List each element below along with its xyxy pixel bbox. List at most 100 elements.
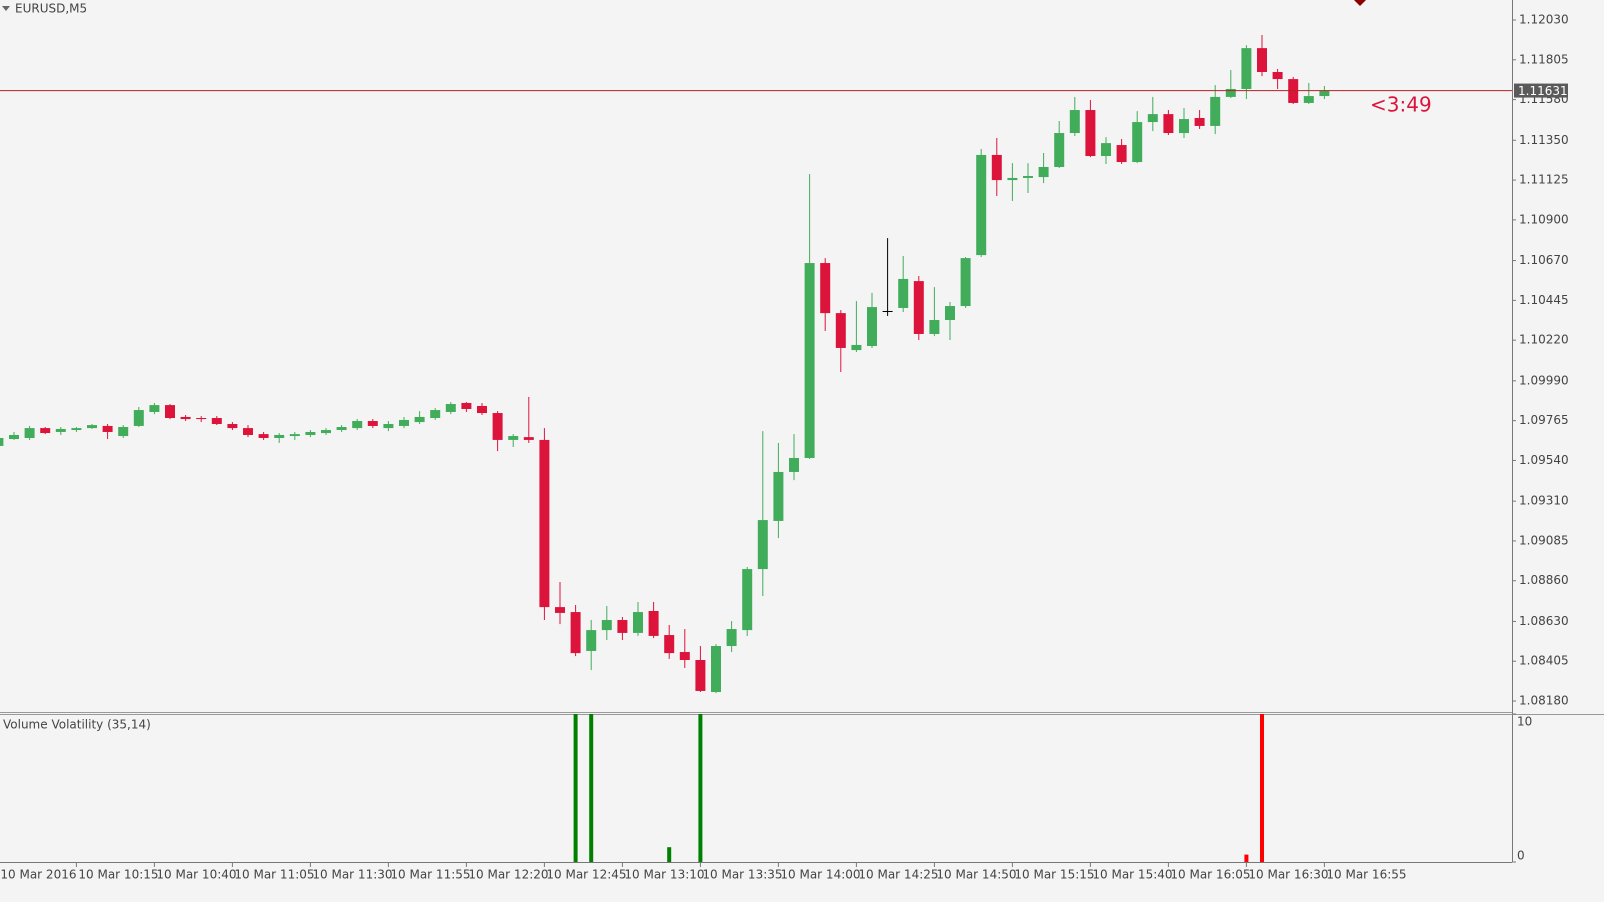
y-tick-label: 1.09085	[1519, 533, 1569, 547]
candle-body	[991, 154, 1002, 181]
candle-body	[87, 425, 97, 429]
candle-body	[1241, 48, 1252, 89]
candle-body	[445, 404, 456, 412]
x-tick-label: 10 Mar 12:20	[468, 868, 548, 882]
candle-body	[258, 434, 269, 438]
candle-body	[586, 630, 597, 651]
candle-body	[898, 278, 909, 308]
x-tick-label: 10 Mar 16:55	[1326, 868, 1406, 882]
candle-body	[1179, 119, 1189, 134]
candle-body	[1147, 114, 1158, 123]
candle-body	[1085, 110, 1096, 157]
volatility-bar	[1244, 854, 1249, 862]
candle-body	[492, 413, 503, 440]
candle-body	[960, 258, 971, 307]
candle-body	[367, 421, 378, 426]
candle-body	[539, 439, 550, 608]
candle-body	[1257, 48, 1267, 72]
x-tick-label: 10 Mar 15:15	[1014, 868, 1094, 882]
candle-body	[461, 402, 472, 409]
candle-body	[1007, 177, 1018, 181]
candle-body	[1054, 133, 1065, 167]
candle-body	[9, 434, 19, 440]
x-tick-label: 10 Mar 14:00	[780, 868, 860, 882]
volatility-bar	[698, 714, 703, 862]
y-tick-label: 1.08860	[1519, 573, 1569, 587]
candle-body	[601, 620, 612, 631]
candle-body	[40, 428, 51, 434]
x-tick-label: 10 Mar 13:10	[624, 868, 704, 882]
candle-body	[523, 437, 534, 440]
candle-body	[196, 418, 207, 420]
x-tick-label: 10 Mar 10:40	[156, 868, 236, 882]
candle-body	[289, 434, 300, 437]
x-tick-label: 10 Mar 15:40	[1092, 868, 1172, 882]
candle-body	[133, 410, 144, 426]
y-tick-label: 1.08630	[1519, 614, 1569, 628]
candle-body	[804, 263, 815, 458]
current-price-label: 1.11631	[1518, 84, 1568, 98]
timer: <3:49	[1370, 93, 1432, 117]
y-tick-label: 1.12030	[1519, 12, 1569, 26]
candle-body	[165, 405, 175, 419]
marker	[1354, 0, 1366, 6]
y-tick-label: 1.08405	[1519, 654, 1569, 668]
y-tick-label: 1.10670	[1519, 253, 1569, 267]
x-tick-label: 10 Mar 11:55	[390, 868, 470, 882]
y-tick-label: 1.11125	[1519, 173, 1569, 187]
x-tick-label: 10 Mar 16:30	[1248, 868, 1328, 882]
candle-body	[789, 457, 799, 472]
candle-body	[149, 405, 160, 412]
x-tick-label: 10 Mar 12:45	[546, 868, 626, 882]
candle-body	[118, 427, 129, 437]
candle-body	[945, 306, 955, 321]
x-tick-label: 10 Mar 11:30	[312, 868, 392, 882]
candle-body	[1132, 122, 1143, 163]
candle-body	[243, 428, 253, 435]
y-tick-label: 1.10445	[1519, 293, 1569, 307]
candle-body	[274, 434, 285, 438]
y-tick-label: 0	[1517, 849, 1525, 863]
candle-body	[1225, 88, 1236, 97]
candle-body	[180, 416, 191, 420]
candle-body	[555, 607, 565, 613]
candle-body	[1194, 117, 1205, 126]
candle-body	[664, 635, 675, 654]
candle-body	[726, 629, 737, 647]
candle-body	[305, 431, 316, 435]
y-tick-label: 1.09765	[1519, 413, 1569, 427]
candle-body	[1272, 71, 1283, 80]
current-price-box	[1514, 83, 1568, 98]
y-tick-label: 1.11350	[1519, 133, 1569, 147]
candle-body	[633, 612, 643, 633]
candle-body	[929, 320, 940, 334]
candle-body	[24, 428, 35, 438]
x-tick-label: 10 Mar 14:50	[936, 868, 1016, 882]
x-tick-label: 10 Mar 11:05	[234, 868, 314, 882]
candle-body	[336, 427, 347, 431]
candle-body	[742, 569, 753, 631]
candle-body	[835, 313, 846, 348]
candle-body	[0, 437, 4, 446]
candle-body	[477, 405, 487, 414]
chart-title: EURUSD,M5	[15, 2, 87, 16]
candle-body	[617, 620, 628, 633]
candle-body	[976, 154, 987, 256]
candle-body	[71, 428, 82, 431]
candle-body	[1303, 96, 1314, 103]
candle-body	[1038, 166, 1049, 178]
candle-body	[913, 281, 924, 334]
volatility-bar	[1260, 714, 1264, 862]
volatility-bar	[573, 714, 578, 862]
candle-body	[211, 418, 222, 425]
x-tick-label: 10 Mar 16:05	[1170, 868, 1250, 882]
x-tick-label: 10 Mar 14:25	[858, 868, 938, 882]
candle-body	[1163, 114, 1174, 134]
candle-body	[867, 307, 877, 347]
x-tick-label: 10 Mar 2016	[0, 868, 76, 882]
candle-body	[227, 424, 238, 429]
candle-body	[383, 424, 394, 429]
x-tick-label: 10 Mar 13:35	[702, 868, 782, 882]
candle-body	[1023, 176, 1033, 178]
candle-body	[508, 436, 519, 440]
